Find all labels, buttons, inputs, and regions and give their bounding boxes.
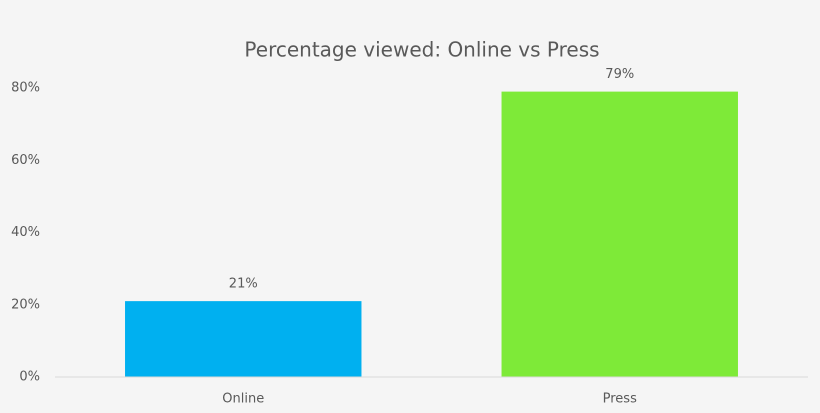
chart-title: Percentage viewed: Online vs Press	[244, 38, 599, 62]
y-tick-label: 20%	[11, 297, 40, 312]
bar	[125, 301, 362, 377]
x-tick-label: Online	[222, 392, 264, 407]
y-tick-label: 40%	[11, 225, 40, 240]
y-tick-label: 0%	[19, 370, 40, 385]
y-tick-label: 60%	[11, 153, 40, 168]
data-label: 21%	[229, 277, 258, 292]
y-tick-label: 80%	[11, 81, 40, 96]
x-tick-label: Press	[603, 392, 637, 407]
bar	[501, 91, 738, 378]
data-label: 79%	[605, 67, 634, 82]
